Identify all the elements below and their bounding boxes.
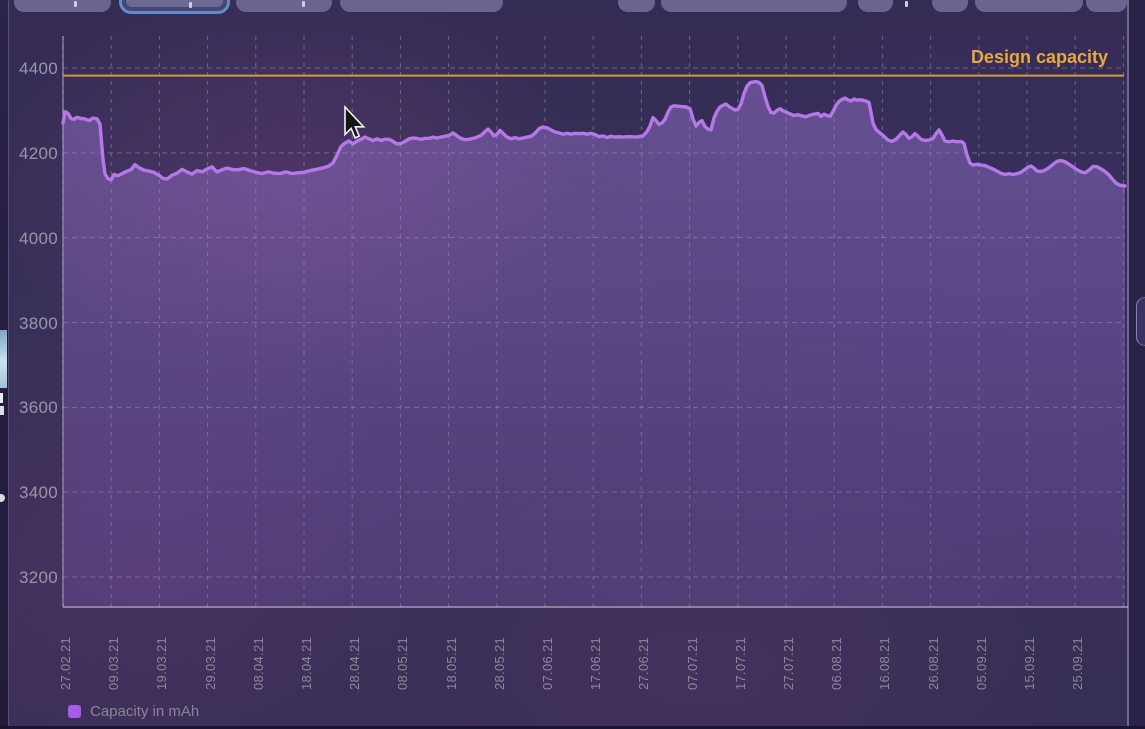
legend-label: Capacity in mAh [90,703,200,720]
left-window-edge [0,0,9,729]
x-tick-label: 25.09.21 [1070,636,1086,690]
toolbar-button-4[interactable] [340,0,503,12]
x-tick-label: 06.08.21 [829,636,845,690]
y-tick-label: 4000 [18,228,58,248]
background-window-fragment [0,330,7,388]
x-tick-label: 27.07.21 [781,636,796,690]
x-tick-label: 29.03.21 [202,636,218,690]
y-tick-label: 4400 [18,59,58,78]
toolbar-button-2-selected[interactable] [119,0,230,14]
background-dot-fragment [0,494,5,502]
toolbar-button-7[interactable] [858,0,893,12]
y-tick-label: 3200 [18,568,58,587]
toolbar-button-5[interactable] [618,0,655,12]
legend-swatch-capacity [68,705,81,718]
toolbar-button-6[interactable] [661,0,847,12]
x-tick-label: 07.07.21 [684,636,700,690]
x-tick-label: 18.05.21 [443,636,459,690]
x-tick-label: 08.05.21 [395,636,411,690]
right-window-edge [1129,0,1145,729]
capacity-area-fill [63,81,1125,608]
toolbar-text-fragment [189,2,192,8]
x-tick-label: 07.06.21 [540,636,555,690]
toolbar-button-2-face [126,0,223,7]
x-tick-label: 15.09.21 [1022,636,1037,690]
design-capacity-label: Design capacity [970,47,1108,67]
y-tick-label: 3800 [18,313,58,333]
toolbar-button-10[interactable] [1086,0,1127,12]
x-tick-label: 18.04.21 [299,636,314,690]
toolbar-text-fragment [302,1,305,7]
y-tick-label: 3400 [18,483,58,503]
toolbar-button-8[interactable] [932,0,968,12]
toolbar-text-fragment [74,1,77,7]
y-tick-label: 4200 [18,143,58,163]
y-tick-label: 3600 [18,398,58,418]
right-edge-handle[interactable] [1136,297,1145,346]
background-text-fragment [0,406,4,415]
x-tick-label: 17.06.21 [588,636,604,690]
x-tick-label: 27.02.21 [58,636,73,690]
x-tick-label: 19.03.21 [154,636,170,690]
chart-legend: Capacity in mAh [68,703,199,720]
background-text-fragment [0,393,3,403]
bottom-window-edge [0,726,1145,729]
x-tick-label: 17.07.21 [732,636,748,690]
x-tick-label: 28.04.21 [347,636,363,690]
toolbar-text-fragment [905,1,908,7]
x-tick-label: 09.03.21 [106,636,122,690]
mouse-cursor-arrow [344,104,366,139]
x-tick-label: 28.05.21 [491,636,507,690]
x-tick-label: 26.08.21 [925,636,941,690]
x-tick-label: 27.06.21 [636,636,652,690]
x-tick-label: 16.08.21 [877,636,893,690]
toolbar-button-1[interactable] [14,0,111,12]
toolbar-button-3[interactable] [236,0,332,12]
x-tick-label: 08.04.21 [250,636,266,690]
toolbar-button-9[interactable] [975,0,1083,12]
capacity-line [61,79,1127,188]
x-tick-label: 05.09.21 [973,636,989,690]
